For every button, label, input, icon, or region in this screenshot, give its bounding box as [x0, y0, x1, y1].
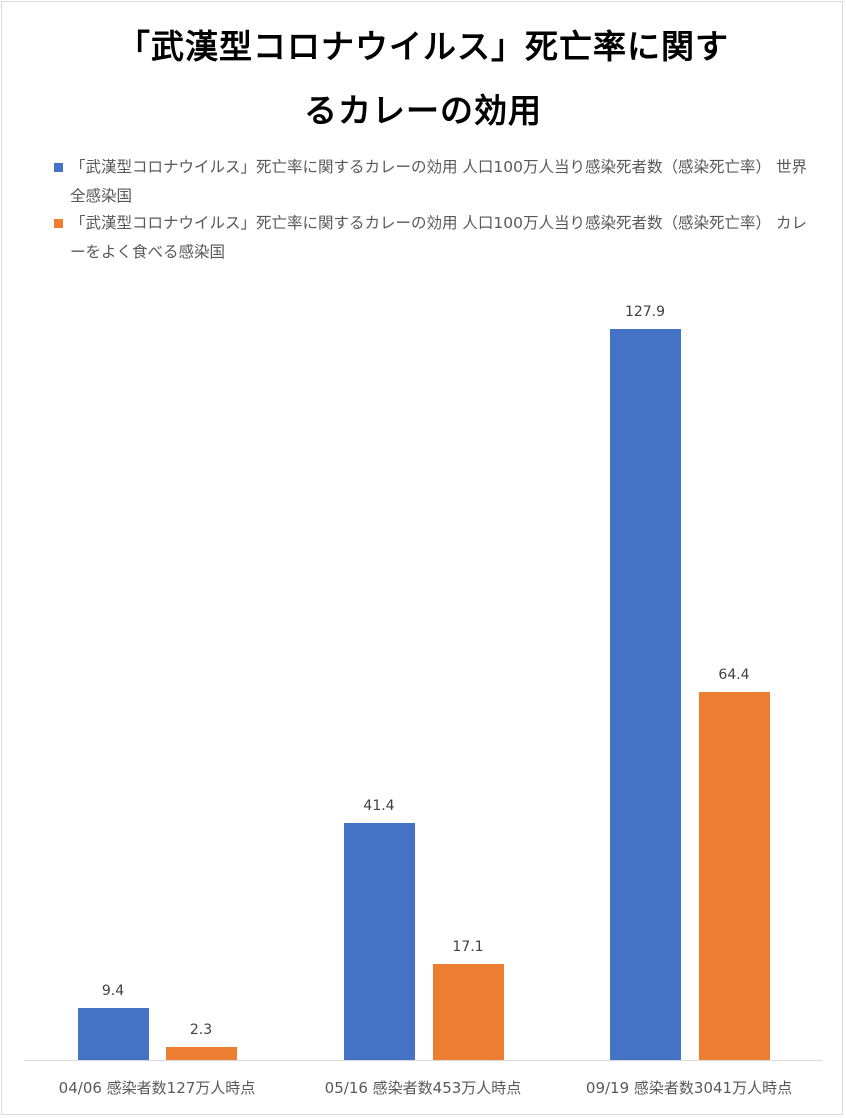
x-axis-category: 09/19 感染者数3041万人時点: [585, 1079, 793, 1097]
bar-curry-0406[interactable]: [166, 1047, 237, 1060]
legend-label: 「武漢型コロナウイルス」死亡率に関するカレーの効用 人口100万人当り感染死者数…: [70, 214, 807, 261]
legend-item-curry[interactable]: 「武漢型コロナウイルス」死亡率に関するカレーの効用 人口100万人当り感染死者数…: [54, 209, 814, 267]
data-label: 41.4: [363, 798, 395, 814]
data-label: 9.4: [101, 983, 125, 999]
bar-world-0406[interactable]: [78, 1008, 149, 1060]
legend-swatch-blue-icon: [54, 163, 63, 172]
x-axis-category: 05/16 感染者数453万人時点: [324, 1079, 522, 1097]
data-label: 17.1: [452, 939, 484, 955]
chart-title-line2: るカレーの効用: [304, 91, 542, 130]
bar-world-0919[interactable]: [610, 329, 681, 1060]
x-axis-category: 04/06 感染者数127万人時点: [58, 1079, 256, 1097]
bar-world-0516[interactable]: [344, 823, 415, 1060]
data-label: 64.4: [718, 667, 750, 683]
x-axis-line: [24, 1060, 822, 1061]
data-label: 127.9: [624, 304, 666, 320]
legend-label: 「武漢型コロナウイルス」死亡率に関するカレーの効用 人口100万人当り感染死者数…: [70, 158, 807, 205]
bar-curry-0919[interactable]: [699, 692, 770, 1060]
data-label: 2.3: [189, 1022, 213, 1038]
legend-swatch-orange-icon: [54, 219, 63, 228]
bar-curry-0516[interactable]: [433, 964, 504, 1060]
legend-item-world[interactable]: 「武漢型コロナウイルス」死亡率に関するカレーの効用 人口100万人当り感染死者数…: [54, 153, 814, 211]
chart-title-line1: 「武漢型コロナウイルス」死亡率に関す: [117, 27, 729, 66]
